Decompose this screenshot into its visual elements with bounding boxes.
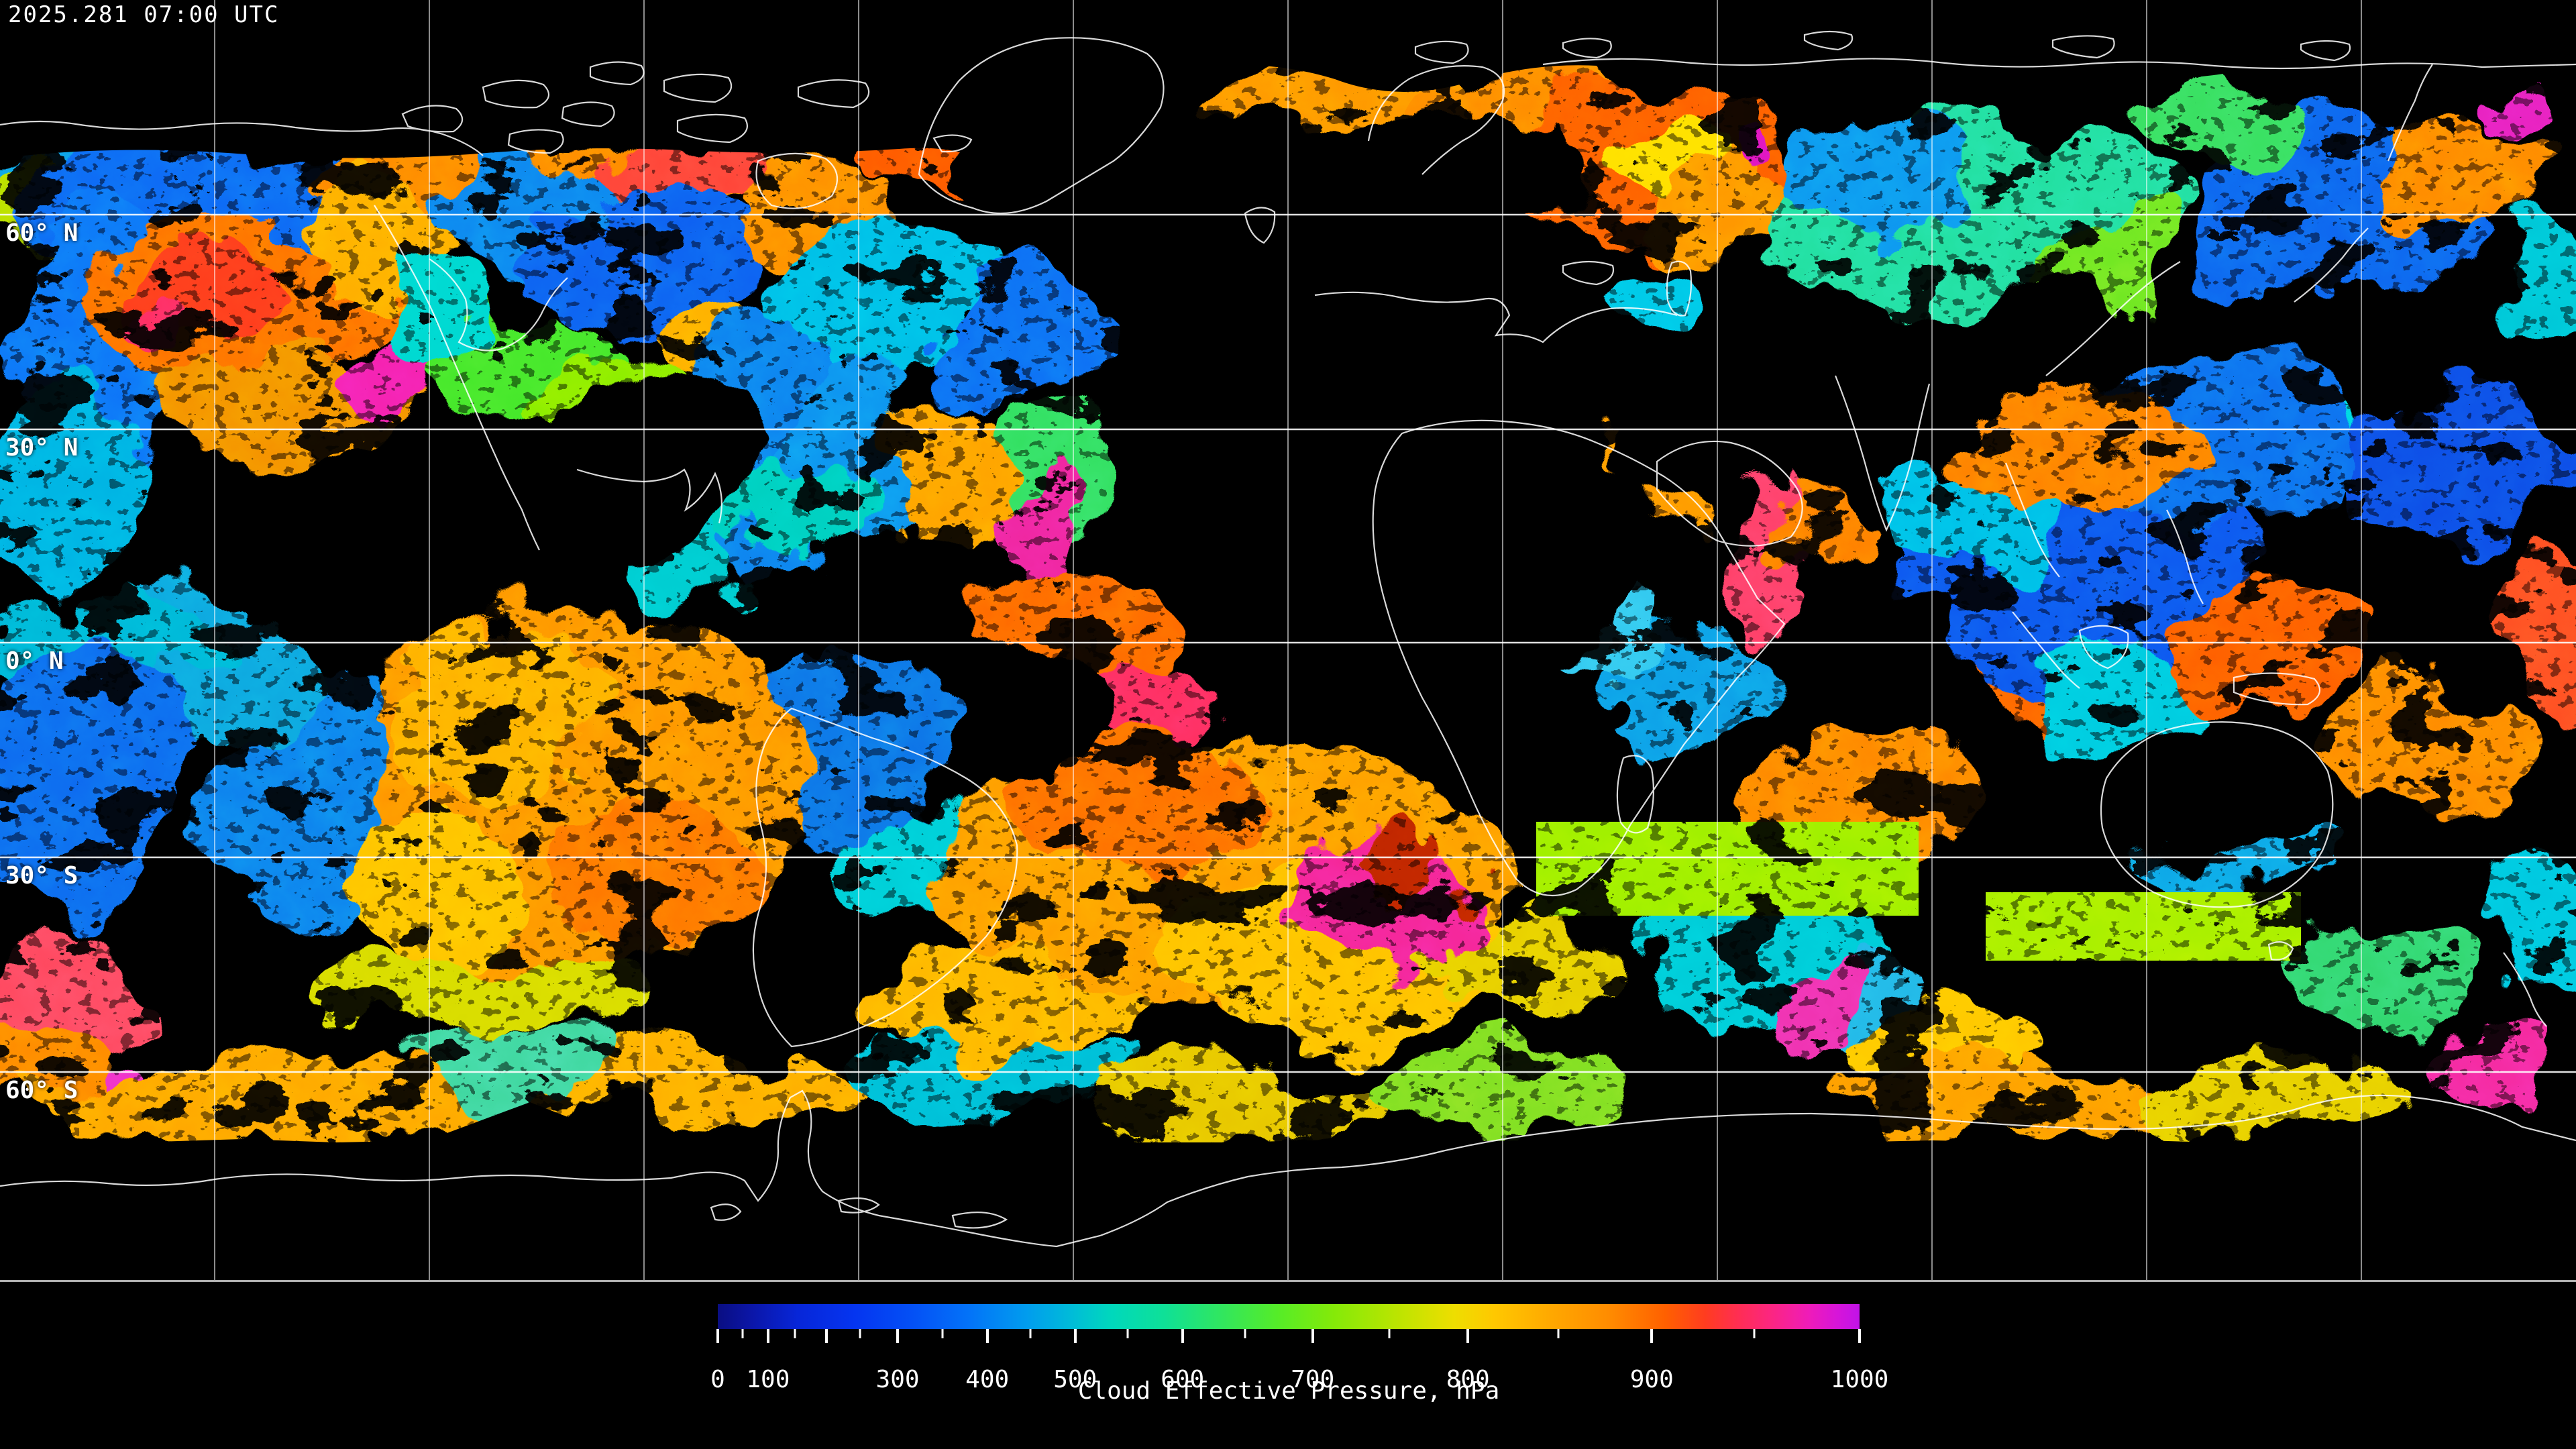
colorbar-tick (1858, 1329, 1861, 1343)
colorbar-tick (985, 1329, 989, 1343)
colorbar-tick-label: 900 (1629, 1366, 1674, 1393)
india-coast (1834, 375, 1931, 532)
caspian-black-sea-coast (1562, 260, 1693, 317)
colorbar-tick-label: 800 (1446, 1366, 1490, 1393)
north-america-west-coast (374, 205, 540, 551)
colorbar-tick (896, 1329, 900, 1343)
colorbar-minor-tick (859, 1329, 861, 1338)
colorbar-gradient (718, 1304, 1860, 1329)
mediterranean-coast (1314, 291, 1678, 343)
siberia-coast (1542, 58, 2576, 70)
british-isles-coast (1244, 207, 1276, 244)
colorbar-minor-tick (1029, 1329, 1032, 1338)
colorbar-tick (1311, 1329, 1314, 1343)
lat-label: 30° S (5, 862, 78, 890)
antarctic-islands (710, 1197, 1008, 1229)
colorbar-tick (1466, 1329, 1470, 1343)
colorbar-minor-tick (1753, 1329, 1756, 1338)
colorbar-tick (766, 1329, 769, 1343)
timestamp: 2025.281 07:00 UTC (8, 1, 280, 28)
madagascar-coast (1616, 755, 1654, 834)
lat-label: 0° N (5, 647, 64, 675)
east-asia-coast (2045, 64, 2433, 376)
latitude-labels: 60° N 30° N 0° N 30° S 60° S (5, 219, 78, 1104)
hudson-bay-coast (429, 258, 568, 352)
colorbar-ticks: 0 100 300 400 500 600 700 800 900 1000 (710, 1329, 1888, 1392)
colorbar: 0 100 300 400 500 600 700 800 900 1000 Cloud Effe… (710, 1304, 1888, 1438)
africa-coast (1372, 419, 1786, 897)
south-america-coast (752, 707, 1018, 1048)
cloud-field-svg (0, 0, 2576, 1287)
arabia-coast (1656, 440, 1803, 547)
colorbar-minor-tick (741, 1329, 744, 1338)
colorbar-caption: Cloud Effective Pressure, hPa (1077, 1377, 1500, 1405)
australia-coast (2100, 721, 2547, 1027)
colorbar-tick-label: 300 (875, 1366, 920, 1393)
canadian-arctic-islands (401, 61, 870, 209)
colorbar-tick-label: 100 (746, 1366, 790, 1393)
colorbar-minor-tick (941, 1329, 944, 1338)
colorbar-tick (825, 1329, 828, 1343)
colorbar-minor-tick (1388, 1329, 1391, 1338)
colorbar-tick (716, 1329, 719, 1343)
colorbar-tick (1650, 1329, 1654, 1343)
coastlines (0, 30, 2576, 1248)
lat-label: 30° N (5, 434, 78, 462)
antarctica-coast (0, 1089, 2576, 1248)
graticule (0, 0, 2576, 1280)
colorbar-minor-tick (1126, 1329, 1129, 1338)
greenland-coast (918, 37, 1165, 215)
colorbar-minor-tick (794, 1329, 796, 1338)
lat-label: 60° S (5, 1077, 78, 1104)
lat-label: 60° N (5, 219, 78, 247)
iceland-coast (932, 134, 973, 153)
colorbar-tick-label: 500 (1053, 1366, 1097, 1393)
colorbar-tick-label: 400 (965, 1366, 1010, 1393)
gulf-of-mexico-coast (576, 468, 722, 524)
colorbar-tick (1073, 1329, 1077, 1343)
scandinavia-coast (1367, 65, 1505, 175)
southeast-asia-coast (2004, 462, 2321, 706)
colorbar-tick-label: 0 (710, 1366, 725, 1393)
arctic-islands (1414, 30, 2351, 64)
colorbar-tick-label: 700 (1291, 1366, 1335, 1393)
colorbar-tick (1181, 1329, 1184, 1343)
world-map: 2025.281 07:00 UTC 60° N 30° N 0° N 30° S 60… (0, 0, 2576, 1287)
colorbar-tick-label: 600 (1161, 1366, 1205, 1393)
colorbar-minor-tick (1244, 1329, 1246, 1338)
map-bottom-border (0, 1280, 2576, 1282)
colorbar-tick-label: 1000 (1830, 1366, 1889, 1393)
colorbar-minor-tick (1557, 1329, 1560, 1338)
